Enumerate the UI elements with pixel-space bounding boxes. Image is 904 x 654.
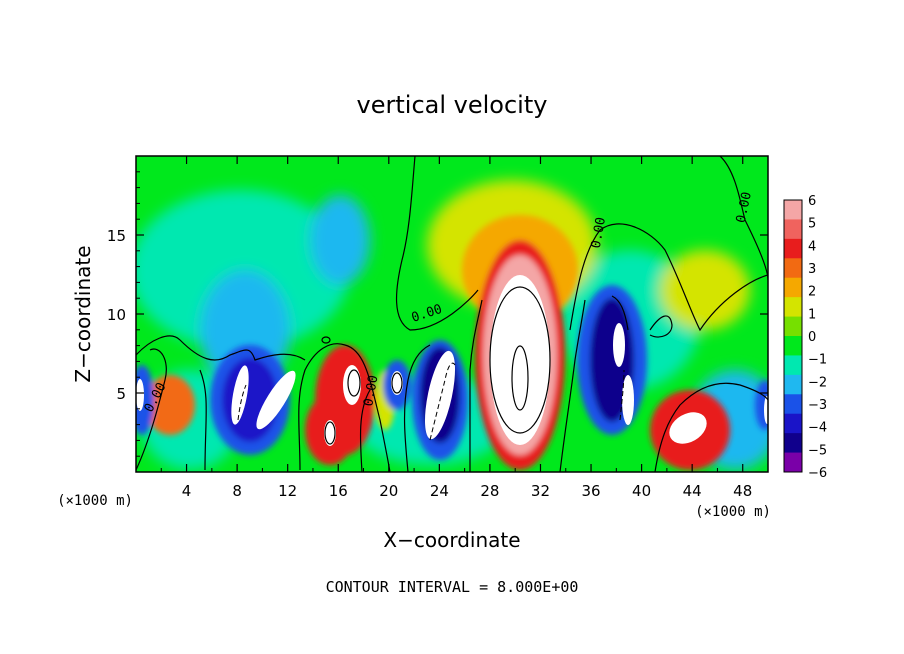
contour-zero-left <box>136 335 306 361</box>
contour-label-layer: 0.000.000.000.000.00 <box>142 191 755 415</box>
chart-title: vertical velocity <box>357 91 548 119</box>
contour-lines <box>136 156 768 472</box>
colorbar-label: −6 <box>808 466 827 481</box>
x-tick-label: 4 <box>182 482 192 500</box>
contour-main-outer <box>489 286 551 434</box>
x-tick-label: 8 <box>232 482 242 500</box>
downdraft-20-core <box>391 371 403 395</box>
contour-zero-a <box>199 369 207 471</box>
downdraft-24-core <box>424 350 456 440</box>
colorbar-label: 3 <box>808 262 816 277</box>
x-tick-label: 36 <box>581 482 600 500</box>
colorbar-label: −3 <box>808 398 827 413</box>
contour-label: 0.00 <box>734 191 755 225</box>
contour-blob-20 <box>391 372 403 394</box>
colorbar-swatch <box>784 413 802 434</box>
colorbar-label: 6 <box>808 194 816 209</box>
colorbar-swatch <box>784 394 802 415</box>
contour-zero-d <box>403 344 431 472</box>
colorbar-swatch <box>784 219 802 240</box>
contour-interval-footer: CONTOUR INTERVAL = 8.000E+00 <box>326 578 579 596</box>
contour-zero-h <box>611 295 629 331</box>
colorbar-swatch <box>784 355 802 376</box>
downdraft-9-core-b <box>256 370 296 430</box>
colorbar-swatch <box>784 433 802 454</box>
contour-label: 0.00 <box>361 374 381 407</box>
y-axis-label: Z−coordinate <box>71 245 95 382</box>
x-tick-label: 28 <box>480 482 499 500</box>
contour-label: 0.00 <box>589 216 609 249</box>
x-tick-label: 20 <box>379 482 398 500</box>
contour-zero-f <box>559 299 586 472</box>
region-upper-left-cyan <box>136 190 350 350</box>
contour-blob-16 <box>347 369 361 397</box>
colorbar-swatch <box>784 452 802 473</box>
colorbar-swatch <box>784 316 802 337</box>
colorbar-label: 2 <box>808 285 816 300</box>
colorbar: 6 5 4 3 2 1 0 −1 −2 −3 −4 −5 −6 <box>783 194 827 481</box>
contour-zero-bottom-left <box>136 348 167 471</box>
downdraft-9-core-a <box>231 365 249 425</box>
colorbar-label: 1 <box>808 307 816 322</box>
contour-neg-24 <box>429 362 456 441</box>
colorbar-label: 5 <box>808 217 816 232</box>
downdraft-50-core <box>764 396 768 424</box>
downdraft-38-core <box>613 323 625 367</box>
downdraft-38-core-b <box>622 375 634 425</box>
contour-zero-mid <box>396 156 479 331</box>
region-upper-left-light-blue <box>310 195 370 285</box>
contour-zero-i <box>649 315 673 338</box>
x-tick-label: 44 <box>683 482 702 500</box>
colorbar-label: 0 <box>808 330 816 345</box>
updraft-15-core <box>324 420 336 446</box>
colorbar-label: −5 <box>808 443 827 458</box>
colorbar-swatch <box>784 238 802 259</box>
contour-dashed <box>237 362 625 441</box>
colorbar-label: 4 <box>808 239 816 254</box>
colorbar-swatch <box>784 200 802 220</box>
colorbar-label: −1 <box>808 353 827 368</box>
x-tick-label: 24 <box>430 482 449 500</box>
contour-zero-c <box>359 389 371 472</box>
contour-neg-38 <box>619 369 625 421</box>
velocity-field: 0.000.000.000.000.00 <box>136 156 768 472</box>
contour-zero-right <box>719 156 768 281</box>
downdraft-0-core <box>136 379 144 411</box>
contour-blob-19 <box>321 336 331 344</box>
colorbar-label: −4 <box>808 421 827 436</box>
x-tick-label: 40 <box>632 482 651 500</box>
y-axis: 5 10 15 <box>107 171 768 457</box>
colorbar-frame <box>783 199 803 473</box>
colorbar-label: −2 <box>808 375 827 390</box>
updraft-4-orange <box>145 375 195 435</box>
y-tick-label: 15 <box>107 227 126 245</box>
y-tick-label: 5 <box>116 385 126 403</box>
updraft-main-core <box>490 275 550 445</box>
x-unit-left: (×1000 m) <box>57 493 133 509</box>
contour-zero-b <box>298 343 391 472</box>
colorbar-swatch <box>784 258 802 279</box>
colorbar-swatch <box>784 277 802 298</box>
contour-zero-right2 <box>569 223 768 332</box>
region-right-yellow <box>660 250 750 330</box>
x-tick-label: 48 <box>733 482 752 500</box>
x-unit-right: (×1000 m) <box>695 504 771 520</box>
x-tick-label: 16 <box>329 482 348 500</box>
x-axis: 4 8 12 16 20 24 28 32 36 40 44 48 <box>160 156 752 500</box>
contour-zero-e <box>469 299 483 472</box>
contour-blob-15 <box>324 421 336 445</box>
contour-zero-g <box>654 382 768 472</box>
x-tick-label: 32 <box>531 482 550 500</box>
colorbar-swatch <box>784 374 802 395</box>
y-tick-label: 10 <box>107 306 126 324</box>
x-axis-label: X−coordinate <box>383 528 520 552</box>
updraft-44-core <box>669 412 707 444</box>
colorbar-swatch <box>784 297 802 318</box>
x-tick-label: 12 <box>278 482 297 500</box>
contour-main-inner <box>511 345 529 411</box>
contour-neg-9 <box>237 384 247 421</box>
colorbar-swatch <box>784 336 802 356</box>
